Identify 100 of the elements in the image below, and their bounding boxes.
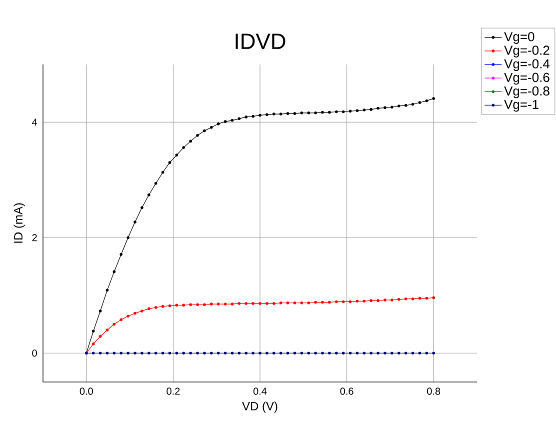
point bbox=[106, 328, 109, 332]
point bbox=[356, 109, 359, 112]
point bbox=[258, 114, 262, 117]
point bbox=[334, 300, 338, 304]
point bbox=[196, 303, 199, 306]
point bbox=[258, 302, 262, 305]
point bbox=[244, 352, 248, 355]
point bbox=[216, 352, 220, 355]
point bbox=[328, 352, 331, 355]
point bbox=[293, 112, 296, 115]
point bbox=[120, 352, 123, 355]
point bbox=[258, 352, 262, 355]
point bbox=[293, 352, 296, 355]
point bbox=[98, 334, 102, 338]
point bbox=[189, 140, 192, 143]
point bbox=[203, 303, 206, 306]
point bbox=[384, 352, 386, 355]
point bbox=[279, 301, 282, 304]
point bbox=[432, 352, 436, 355]
x-tick-label: 0.2 bbox=[166, 388, 180, 395]
point bbox=[252, 352, 254, 355]
point bbox=[182, 304, 186, 307]
x-tick-label: 0.6 bbox=[340, 388, 354, 395]
point bbox=[404, 352, 408, 355]
point bbox=[244, 302, 248, 305]
point bbox=[182, 146, 186, 149]
point bbox=[321, 300, 324, 304]
point bbox=[189, 352, 192, 355]
point bbox=[348, 352, 352, 355]
point bbox=[307, 301, 310, 304]
point bbox=[126, 352, 130, 355]
point bbox=[328, 300, 331, 304]
point bbox=[356, 300, 359, 303]
point bbox=[272, 302, 276, 305]
point bbox=[134, 312, 136, 315]
point bbox=[175, 304, 178, 307]
point bbox=[98, 352, 102, 355]
point bbox=[161, 170, 164, 174]
x-tick-label: 0.4 bbox=[253, 388, 267, 395]
point bbox=[230, 352, 234, 355]
point bbox=[272, 112, 276, 116]
point bbox=[328, 110, 331, 114]
point bbox=[106, 288, 109, 292]
point bbox=[112, 352, 116, 355]
point bbox=[120, 318, 123, 322]
point bbox=[168, 352, 172, 355]
point bbox=[348, 300, 352, 304]
point bbox=[362, 352, 366, 355]
point bbox=[238, 117, 241, 120]
point bbox=[348, 110, 352, 113]
legend-label: Vg=-0.4 bbox=[504, 59, 550, 71]
point bbox=[92, 330, 95, 333]
point bbox=[300, 301, 304, 304]
point bbox=[230, 119, 234, 122]
point bbox=[154, 306, 158, 309]
point bbox=[92, 342, 95, 346]
point bbox=[293, 301, 296, 304]
point bbox=[216, 302, 220, 306]
y-tick-label: 0 bbox=[32, 350, 37, 357]
point bbox=[168, 161, 172, 164]
point bbox=[244, 116, 248, 118]
point bbox=[238, 352, 241, 355]
point bbox=[224, 302, 227, 306]
point bbox=[314, 112, 317, 114]
point bbox=[134, 220, 136, 224]
point bbox=[397, 352, 400, 355]
point bbox=[404, 104, 408, 107]
point bbox=[210, 126, 213, 129]
point bbox=[370, 299, 373, 302]
point bbox=[356, 352, 359, 355]
point bbox=[230, 302, 234, 306]
point bbox=[238, 302, 241, 305]
y-axis-title: ID (mA) bbox=[14, 203, 25, 243]
point bbox=[390, 352, 394, 355]
point bbox=[148, 307, 150, 310]
point bbox=[384, 298, 386, 302]
y-tick-label: 2 bbox=[32, 234, 37, 242]
legend-label: Vg=-1 bbox=[504, 100, 538, 112]
point bbox=[148, 194, 150, 196]
point bbox=[321, 110, 324, 114]
point bbox=[154, 182, 158, 185]
point bbox=[161, 352, 164, 355]
point bbox=[168, 304, 172, 308]
point bbox=[252, 114, 254, 118]
point bbox=[411, 352, 414, 355]
point bbox=[126, 236, 130, 240]
point bbox=[376, 299, 380, 302]
point bbox=[376, 352, 380, 355]
point bbox=[266, 302, 268, 305]
point bbox=[210, 302, 213, 306]
point bbox=[134, 352, 136, 355]
point bbox=[196, 352, 199, 355]
point bbox=[418, 352, 422, 355]
point bbox=[286, 352, 290, 355]
point bbox=[92, 352, 95, 355]
point bbox=[307, 112, 310, 114]
point bbox=[342, 352, 345, 355]
point bbox=[334, 352, 338, 355]
point bbox=[376, 106, 380, 110]
point bbox=[126, 314, 130, 318]
